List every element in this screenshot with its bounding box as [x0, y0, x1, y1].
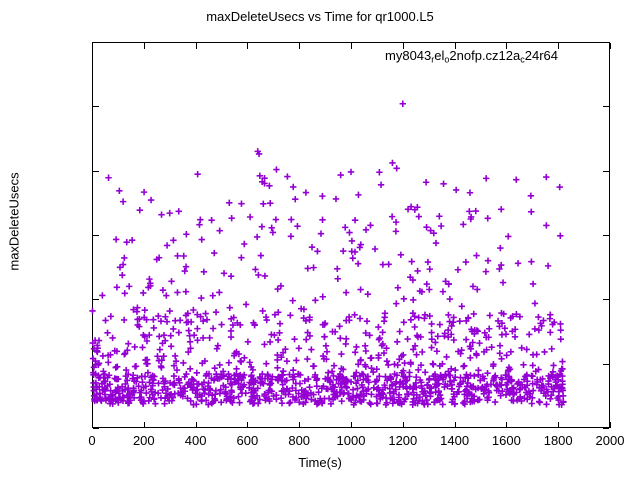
x-tick-mark	[610, 422, 611, 428]
x-tick-label: 2000	[595, 433, 625, 448]
x-tick-mark-top	[299, 43, 301, 49]
x-tick-mark-top	[454, 43, 456, 49]
y-tick-mark-right	[603, 170, 609, 172]
y-tick-mark-right	[603, 42, 609, 43]
x-tick-label: 600	[236, 433, 259, 448]
y-axis-title: maxDeleteUsecs	[6, 172, 22, 271]
x-tick-mark-top	[610, 43, 611, 49]
y-tick-mark-right	[603, 106, 609, 108]
x-tick-label: 1400	[440, 433, 470, 448]
x-axis-title: Time(s)	[298, 455, 342, 470]
x-tick-mark-top	[143, 43, 145, 49]
legend-text-part-1: el	[434, 48, 445, 63]
x-tick-mark	[299, 422, 301, 428]
x-tick-mark-top	[195, 43, 197, 49]
y-tick-mark	[93, 299, 99, 301]
x-tick-mark-top	[558, 43, 560, 49]
y-tick-mark-right	[603, 428, 609, 429]
x-tick-label: 0	[88, 433, 96, 448]
y-tick-mark-right	[603, 363, 609, 365]
x-tick-mark-top	[351, 43, 352, 49]
x-tick-label: 1800	[543, 433, 573, 448]
y-tick-mark	[93, 106, 99, 108]
x-tick-mark	[558, 422, 560, 428]
x-tick-mark-top	[92, 43, 93, 49]
x-tick-mark	[351, 422, 352, 428]
x-tick-mark	[402, 422, 404, 428]
x-tick-mark-top	[247, 43, 249, 49]
legend-text-part-2: 2nofp.cz12a	[449, 48, 521, 63]
x-tick-mark	[143, 422, 145, 428]
x-tick-mark	[92, 422, 93, 428]
y-tick-mark	[93, 428, 99, 429]
legend-entry-label: my8043relo2nofp.cz12ac24r64	[385, 48, 558, 64]
legend-subscript-2: c	[520, 54, 525, 65]
x-tick-mark-top	[402, 43, 404, 49]
y-tick-mark	[93, 42, 99, 43]
x-tick-mark	[195, 422, 197, 428]
legend-subscript-0: r	[431, 54, 435, 65]
x-tick-label: 1600	[491, 433, 521, 448]
y-tick-mark-right	[603, 235, 609, 236]
x-tick-label: 400	[184, 433, 207, 448]
x-tick-mark	[454, 422, 456, 428]
legend-subscript-1: o	[444, 54, 450, 65]
x-tick-label: 1000	[336, 433, 366, 448]
y-tick-mark-right	[603, 299, 609, 301]
legend-text-part-3: 24r64	[524, 48, 558, 63]
legend-text-part-0: my8043	[385, 48, 432, 63]
x-tick-label: 200	[132, 433, 155, 448]
x-tick-label: 1200	[388, 433, 418, 448]
plot-area-border	[92, 42, 610, 428]
x-tick-mark	[247, 422, 249, 428]
y-tick-mark	[93, 170, 99, 172]
y-tick-mark	[93, 235, 99, 236]
x-tick-mark-top	[506, 43, 508, 49]
x-tick-label: 800	[288, 433, 311, 448]
x-tick-mark	[506, 422, 508, 428]
chart-title: maxDeleteUsecs vs Time for qr1000.L5	[206, 9, 434, 24]
y-tick-mark	[93, 363, 99, 365]
